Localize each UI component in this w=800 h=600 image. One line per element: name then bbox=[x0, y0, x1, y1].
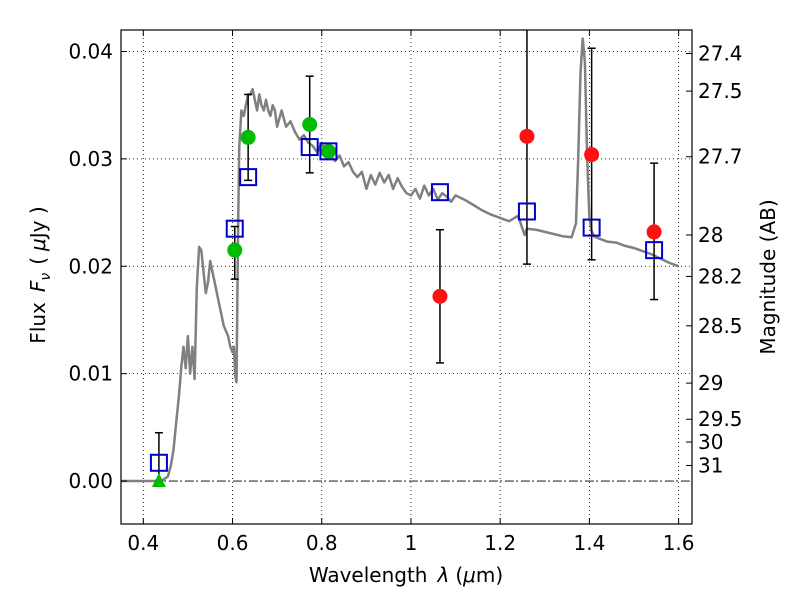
y-tick-label: 0.03 bbox=[68, 147, 113, 171]
red-detection-point bbox=[584, 147, 600, 163]
magnitude-axis-label: Magnitude (AB) bbox=[756, 199, 780, 354]
y-axis-label: FluxFν(μJy ) bbox=[26, 206, 54, 343]
red-detection-point bbox=[646, 224, 662, 240]
x-axis-label: Wavelength λ (μm) bbox=[309, 563, 503, 587]
y-tick-label: 0.00 bbox=[68, 469, 113, 493]
x-tick-label: 0.4 bbox=[127, 531, 159, 555]
red-detection-point bbox=[432, 288, 448, 304]
magnitude-tick-label: 30 bbox=[698, 430, 723, 454]
model-band-square bbox=[319, 142, 338, 161]
red-detection-point bbox=[519, 128, 535, 144]
y-tick-label: 0.01 bbox=[68, 362, 113, 386]
x-tick-label: 1.4 bbox=[573, 531, 605, 555]
model-band-square bbox=[517, 202, 536, 221]
error-bar bbox=[522, 30, 531, 265]
axes: 0.4 0.6 0.8 1 1.2 1.4 1.6 0.00 0.01 0.02 0.03 0.04 2… bbox=[68, 29, 743, 555]
magnitude-tick-label: 29.5 bbox=[698, 407, 743, 431]
axes-frame bbox=[120, 29, 693, 525]
x-tick-label: 1.2 bbox=[484, 531, 516, 555]
model-band-square bbox=[645, 241, 664, 260]
magnitude-tick-label: 28.5 bbox=[698, 314, 743, 338]
magnitude-tick-label: 27.7 bbox=[698, 145, 743, 169]
y-tick-label: 0.04 bbox=[68, 39, 113, 63]
y-tick-label: 0.02 bbox=[68, 254, 113, 278]
model-band-square bbox=[225, 219, 244, 238]
plot-area bbox=[121, 30, 692, 488]
grid-lines bbox=[121, 30, 692, 524]
x-tick-label: 1.6 bbox=[663, 531, 695, 555]
green-detection-point bbox=[240, 129, 256, 145]
model-band-square bbox=[149, 453, 168, 472]
model-band-square bbox=[430, 183, 449, 202]
x-tick-label: 0.8 bbox=[306, 531, 338, 555]
model-band-square bbox=[300, 138, 319, 157]
model-band-square bbox=[239, 168, 258, 187]
x-tick-label: 0.6 bbox=[217, 531, 249, 555]
x-tick-label: 1 bbox=[405, 531, 418, 555]
model-band-square bbox=[582, 218, 601, 237]
green-limit-triangle bbox=[151, 473, 166, 488]
green-detection-point bbox=[227, 242, 243, 258]
green-detection-point bbox=[320, 143, 336, 159]
magnitude-tick-label: 28 bbox=[698, 223, 723, 247]
magnitude-tick-label: 31 bbox=[698, 454, 723, 478]
magnitude-tick-label: 27.5 bbox=[698, 79, 743, 103]
magnitude-tick-label: 29 bbox=[698, 371, 723, 395]
magnitude-tick-label: 28.2 bbox=[698, 264, 743, 288]
magnitude-tick-label: 27.4 bbox=[698, 42, 743, 66]
green-detection-point bbox=[302, 117, 318, 133]
